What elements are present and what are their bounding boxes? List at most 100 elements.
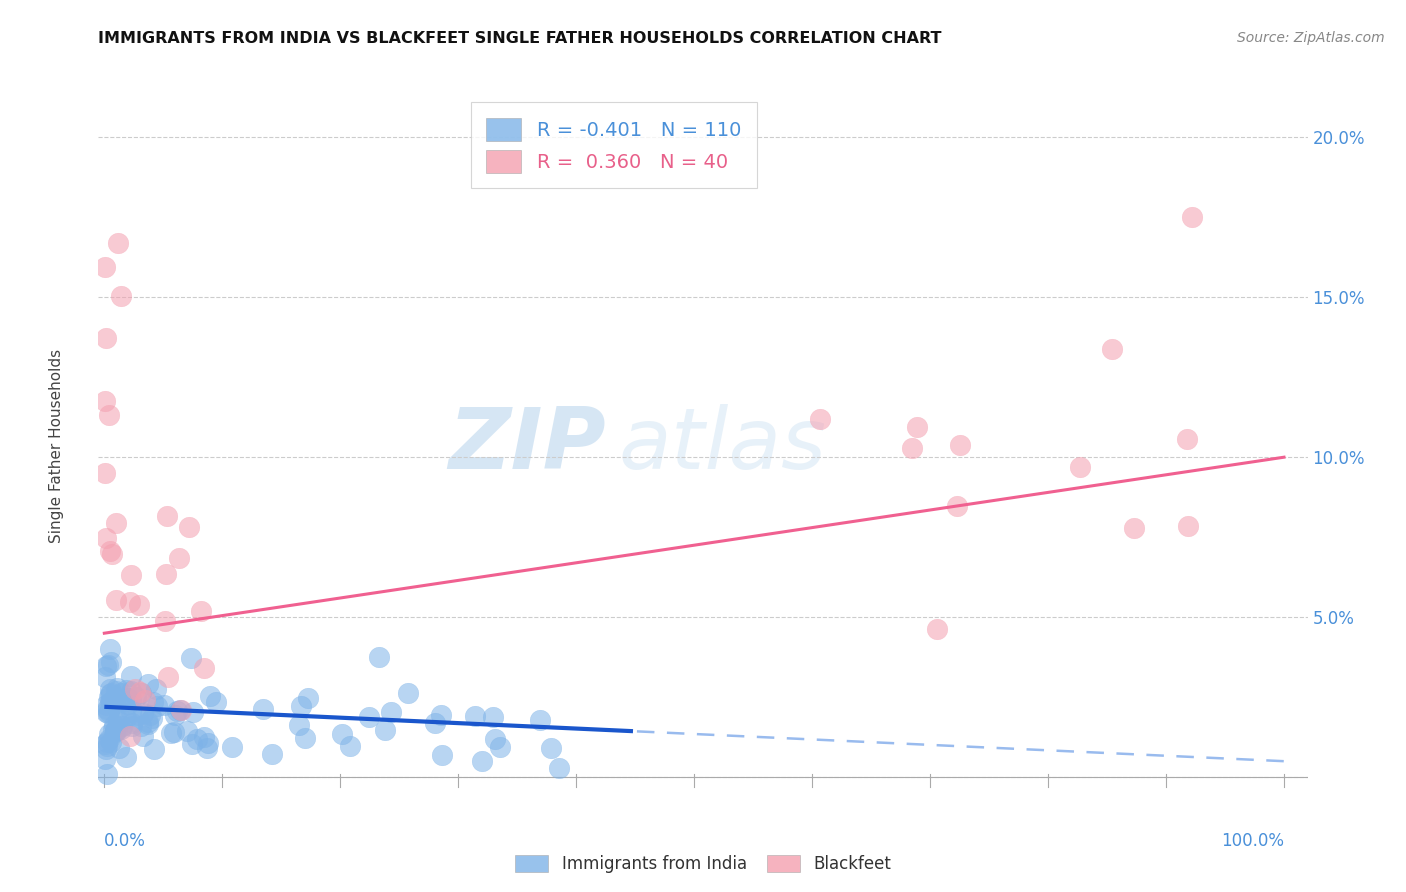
Point bbox=[197, 736, 219, 750]
Point bbox=[138, 708, 160, 723]
Point bbox=[159, 726, 181, 740]
Point bbox=[169, 703, 191, 717]
Point bbox=[101, 722, 124, 736]
Point bbox=[221, 739, 243, 754]
Point bbox=[111, 718, 134, 732]
Point bbox=[157, 670, 180, 684]
Point bbox=[946, 500, 969, 514]
Point bbox=[104, 724, 127, 739]
Text: Source: ZipAtlas.com: Source: ZipAtlas.com bbox=[1237, 31, 1385, 45]
Point bbox=[96, 532, 118, 546]
Point bbox=[103, 692, 125, 706]
Point bbox=[115, 710, 138, 724]
Point bbox=[98, 544, 121, 558]
Text: 0.0%: 0.0% bbox=[104, 831, 146, 849]
Point bbox=[94, 670, 117, 684]
Point bbox=[94, 394, 117, 409]
Point bbox=[94, 260, 117, 275]
Point bbox=[180, 651, 202, 665]
Point bbox=[430, 747, 453, 762]
Point bbox=[128, 598, 150, 612]
Point bbox=[127, 708, 149, 723]
Point bbox=[905, 420, 928, 434]
Point bbox=[1175, 432, 1198, 446]
Point bbox=[115, 682, 138, 697]
Point bbox=[117, 697, 139, 711]
Point bbox=[96, 739, 118, 753]
Point bbox=[96, 734, 118, 748]
Point bbox=[141, 711, 163, 725]
Point bbox=[288, 717, 311, 731]
Point bbox=[120, 669, 142, 683]
Point bbox=[155, 567, 177, 582]
Point bbox=[117, 690, 139, 705]
Point bbox=[94, 742, 117, 756]
Text: atlas: atlas bbox=[619, 404, 827, 488]
Point bbox=[129, 685, 152, 699]
Point bbox=[105, 723, 128, 738]
Point bbox=[132, 729, 155, 743]
Point bbox=[97, 658, 120, 673]
Point bbox=[1181, 210, 1204, 224]
Point bbox=[114, 749, 136, 764]
Point bbox=[132, 706, 155, 721]
Point bbox=[204, 695, 226, 709]
Point bbox=[181, 738, 204, 752]
Point bbox=[125, 690, 148, 704]
Point bbox=[359, 710, 381, 724]
Point bbox=[181, 705, 204, 719]
Point bbox=[484, 732, 506, 747]
Point bbox=[110, 722, 132, 736]
Point bbox=[104, 684, 127, 698]
Point bbox=[156, 509, 179, 524]
Point bbox=[104, 694, 127, 708]
Point bbox=[136, 715, 159, 730]
Point bbox=[103, 724, 125, 739]
Point bbox=[100, 734, 122, 748]
Point bbox=[367, 650, 389, 665]
Point bbox=[118, 729, 141, 743]
Point bbox=[101, 547, 124, 561]
Point bbox=[165, 707, 187, 722]
Point bbox=[488, 739, 510, 754]
Point bbox=[120, 693, 142, 707]
Point bbox=[1177, 519, 1199, 533]
Point bbox=[124, 682, 146, 697]
Point bbox=[97, 690, 120, 704]
Point bbox=[142, 695, 165, 709]
Legend: Immigrants from India, Blackfeet: Immigrants from India, Blackfeet bbox=[506, 847, 900, 881]
Point bbox=[94, 737, 117, 751]
Point bbox=[120, 705, 142, 719]
Point bbox=[98, 687, 121, 701]
Point bbox=[332, 727, 354, 741]
Point bbox=[540, 740, 562, 755]
Point bbox=[290, 699, 312, 714]
Point bbox=[396, 686, 419, 700]
Point bbox=[152, 698, 174, 713]
Point bbox=[97, 706, 120, 721]
Point bbox=[1123, 521, 1146, 535]
Point bbox=[169, 703, 191, 717]
Point bbox=[100, 695, 122, 709]
Point bbox=[107, 681, 129, 696]
Point bbox=[145, 681, 167, 696]
Point bbox=[121, 715, 143, 730]
Point bbox=[97, 727, 120, 741]
Point bbox=[108, 741, 131, 756]
Point bbox=[176, 723, 198, 738]
Point bbox=[900, 441, 922, 455]
Point bbox=[107, 703, 129, 717]
Text: 100.0%: 100.0% bbox=[1220, 831, 1284, 849]
Point bbox=[104, 723, 127, 738]
Point bbox=[374, 723, 396, 737]
Point bbox=[186, 732, 208, 747]
Text: IMMIGRANTS FROM INDIA VS BLACKFEET SINGLE FATHER HOUSEHOLDS CORRELATION CHART: IMMIGRANTS FROM INDIA VS BLACKFEET SINGL… bbox=[98, 31, 942, 46]
Point bbox=[1101, 342, 1123, 356]
Point bbox=[110, 289, 132, 303]
Point bbox=[548, 761, 571, 775]
Point bbox=[94, 752, 117, 766]
Point bbox=[808, 411, 831, 425]
Point bbox=[96, 701, 118, 715]
Point bbox=[190, 604, 212, 618]
Text: ZIP: ZIP bbox=[449, 404, 606, 488]
